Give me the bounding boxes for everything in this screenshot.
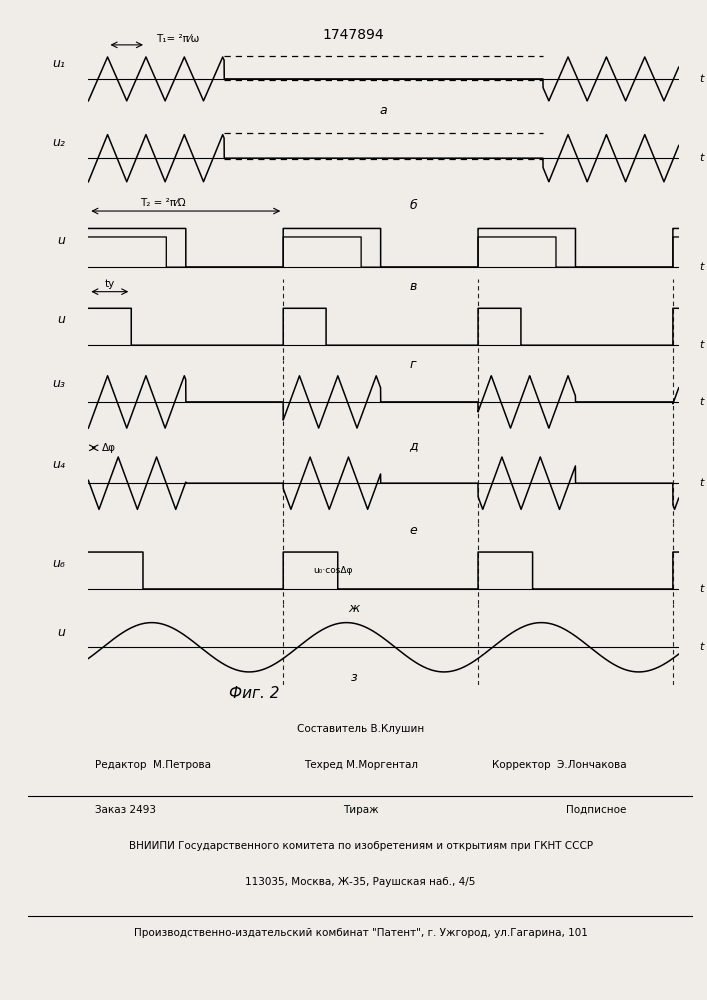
Text: Составитель В.Клушин: Составитель В.Клушин xyxy=(297,724,424,734)
Text: t: t xyxy=(699,642,703,652)
Text: з: з xyxy=(351,671,357,684)
Text: t: t xyxy=(699,153,703,163)
Text: T₁= ²π⁄ω: T₁= ²π⁄ω xyxy=(156,34,199,44)
Text: Δφ: Δφ xyxy=(102,443,116,453)
Text: Заказ 2493: Заказ 2493 xyxy=(95,805,156,815)
Text: б: б xyxy=(409,199,417,212)
Text: t: t xyxy=(699,340,703,350)
Text: u₃: u₃ xyxy=(52,377,65,390)
Text: u: u xyxy=(57,234,65,247)
Text: ВНИИПИ Государственного комитета по изобретениям и открытиям при ГКНТ СССР: ВНИИПИ Государственного комитета по изоб… xyxy=(129,841,592,851)
Text: а: а xyxy=(380,104,387,117)
Text: ж: ж xyxy=(349,602,360,615)
Text: u₀·cosΔφ: u₀·cosΔφ xyxy=(313,566,353,575)
Text: в: в xyxy=(409,280,416,293)
Text: t: t xyxy=(699,478,703,488)
Text: tу: tу xyxy=(105,279,115,289)
Text: u₆: u₆ xyxy=(52,557,65,570)
Text: u: u xyxy=(57,313,65,326)
Text: u₂: u₂ xyxy=(52,136,65,149)
Text: 1747894: 1747894 xyxy=(322,28,385,42)
Text: T₂ = ²π⁄Ω: T₂ = ²π⁄Ω xyxy=(139,198,185,208)
Text: Техред М.Моргентал: Техред М.Моргентал xyxy=(303,760,418,770)
Text: д: д xyxy=(409,439,417,452)
Text: Производственно-издательский комбинат "Патент", г. Ужгород, ул.Гагарина, 101: Производственно-издательский комбинат "П… xyxy=(134,928,588,938)
Text: t: t xyxy=(699,397,703,407)
Text: 113035, Москва, Ж-35, Раушская наб., 4/5: 113035, Москва, Ж-35, Раушская наб., 4/5 xyxy=(245,877,476,887)
Text: Корректор  Э.Лончакова: Корректор Э.Лончакова xyxy=(492,760,626,770)
Text: t: t xyxy=(699,74,703,84)
Text: Тираж: Тираж xyxy=(343,805,378,815)
Text: Редактор  М.Петрова: Редактор М.Петрова xyxy=(95,760,211,770)
Text: е: е xyxy=(409,524,417,537)
Text: u: u xyxy=(57,626,65,639)
Text: Фиг. 2: Фиг. 2 xyxy=(229,686,280,702)
Text: Подписное: Подписное xyxy=(566,805,626,815)
Text: u₁: u₁ xyxy=(52,57,65,70)
Text: u₄: u₄ xyxy=(52,458,65,471)
Text: t: t xyxy=(699,262,703,272)
Text: г: г xyxy=(410,358,416,371)
Text: t: t xyxy=(699,584,703,594)
